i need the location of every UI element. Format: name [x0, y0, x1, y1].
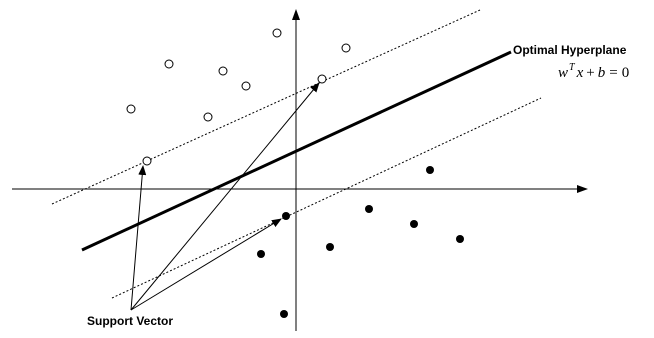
filled-support-vector — [282, 212, 290, 220]
open-point — [164, 59, 174, 69]
filled-point — [280, 310, 288, 318]
open-support-vector — [317, 74, 327, 84]
optimal-hyperplane-line — [81, 50, 512, 252]
upper-margin-line — [51, 9, 481, 205]
filled-point — [326, 243, 334, 251]
support-vector-arrow — [130, 82, 320, 311]
filled-point — [257, 250, 265, 258]
open-support-vector — [142, 156, 152, 166]
open-point — [272, 28, 282, 38]
filled-point — [426, 166, 434, 174]
support-vector-label: Support Vector — [87, 314, 173, 328]
open-point — [218, 66, 228, 76]
lower-margin-line — [111, 97, 542, 299]
hyperplane-equation: wT x + b = 0 — [558, 62, 629, 81]
class-open-points — [126, 28, 351, 166]
open-point — [126, 104, 136, 114]
filled-point — [456, 235, 464, 243]
class-filled-points — [257, 166, 464, 318]
filled-point — [410, 220, 418, 228]
hyperplane-title: Optimal Hyperplane — [513, 43, 627, 57]
support-vector-arrow — [130, 165, 147, 311]
x-axis-arrowhead — [577, 185, 588, 193]
y-axis-arrowhead — [292, 9, 300, 20]
open-point — [341, 43, 351, 53]
support-vector-arrow — [130, 218, 282, 311]
filled-point — [365, 205, 373, 213]
open-point — [203, 112, 213, 122]
open-point — [241, 81, 251, 91]
